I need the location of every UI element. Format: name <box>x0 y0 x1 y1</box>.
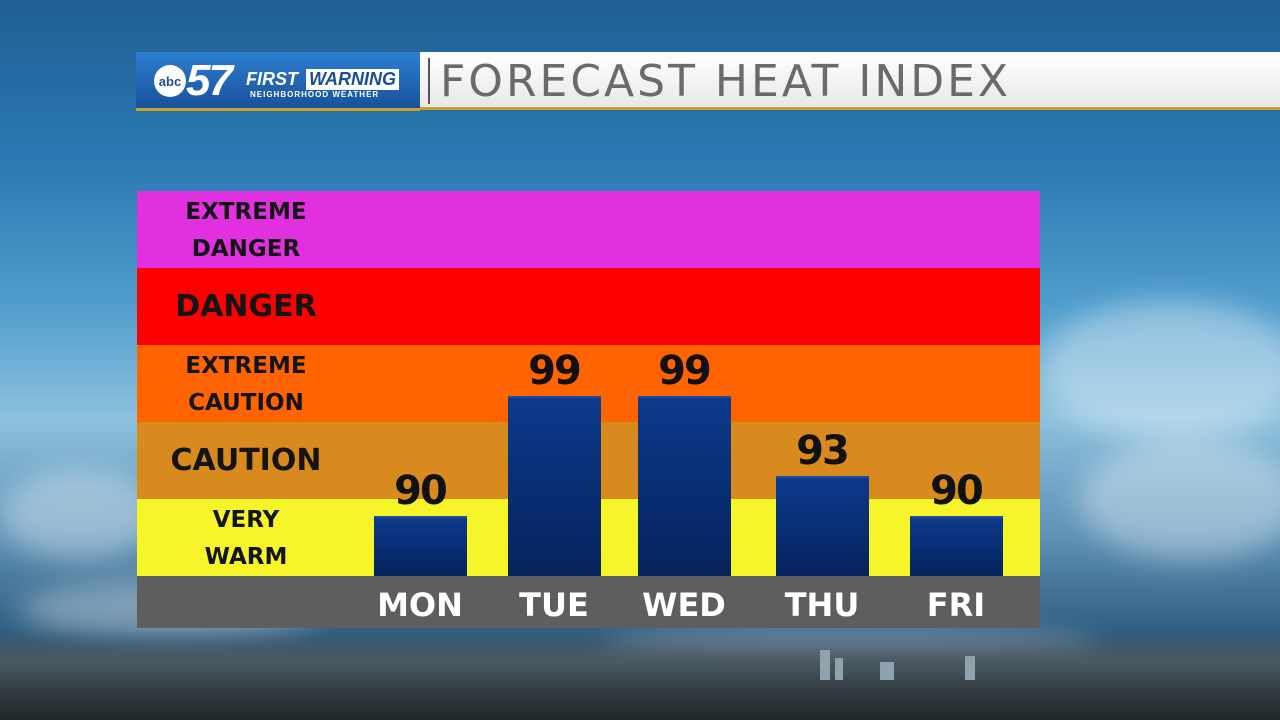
bar-fri <box>909 516 1003 576</box>
station-logo: abc 57 FIRST WARNING NEIGHBORHOOD WEATHE… <box>136 52 420 111</box>
bar-thu <box>775 476 869 576</box>
band-label-caution: CAUTION <box>137 422 355 499</box>
neighborhood-weather-label: NEIGHBORHOOD WEATHER <box>250 90 380 99</box>
city-skyline <box>0 630 1280 720</box>
x-tick-label: FRI <box>926 586 986 624</box>
warning-label: WARNING <box>306 69 399 90</box>
logo-underline <box>136 108 420 111</box>
bar-value-label: 90 <box>394 468 448 514</box>
band-label-line: EXTREME <box>185 199 307 225</box>
band-label-line: CAUTION <box>188 390 304 416</box>
band-label-very-warm: VERY WARM <box>137 502 355 576</box>
x-tick-label: THU <box>784 586 860 624</box>
page-title: FORECAST HEAT INDEX <box>440 56 1012 107</box>
band-label-line: DANGER <box>191 236 301 262</box>
bar-value-label: 93 <box>796 428 850 474</box>
band-label-extreme-caution: EXTREME CAUTION <box>137 348 355 422</box>
x-axis-bar <box>137 576 1040 628</box>
band-extreme-caution: EXTREME CAUTION <box>137 345 1040 422</box>
abc-logo-icon: abc <box>154 65 186 97</box>
bar-value-label: 90 <box>930 468 984 514</box>
band-label-line: VERY <box>212 507 280 533</box>
heat-index-chart: VERY WARM CAUTION EXTREME CAUTION DANGER EXTRE… <box>137 191 1040 628</box>
bar-value-label: 99 <box>528 348 582 394</box>
band-extreme-danger: EXTREME DANGER <box>137 191 1040 268</box>
band-label-extreme-danger: EXTREME DANGER <box>137 194 355 268</box>
title-divider <box>428 58 430 104</box>
channel-number: 57 <box>186 56 233 105</box>
x-tick-label: MON <box>377 586 463 624</box>
first-label: FIRST <box>246 69 298 89</box>
bar-tue <box>507 396 601 576</box>
band-label-line: WARM <box>204 544 288 570</box>
header: abc 57 FIRST WARNING NEIGHBORHOOD WEATHE… <box>136 52 1280 111</box>
band-label-line: DANGER <box>175 289 317 324</box>
band-label-danger: DANGER <box>137 268 355 345</box>
bar-value-label: 99 <box>658 348 712 394</box>
title-panel: FORECAST HEAT INDEX <box>420 52 1280 110</box>
bar-mon <box>373 516 467 576</box>
band-label-line: CAUTION <box>170 443 322 478</box>
band-danger: DANGER <box>137 268 1040 345</box>
band-label-line: EXTREME <box>185 353 307 379</box>
x-tick-label: TUE <box>519 586 589 624</box>
bar-wed <box>637 396 731 576</box>
x-tick-label: WED <box>642 586 726 624</box>
